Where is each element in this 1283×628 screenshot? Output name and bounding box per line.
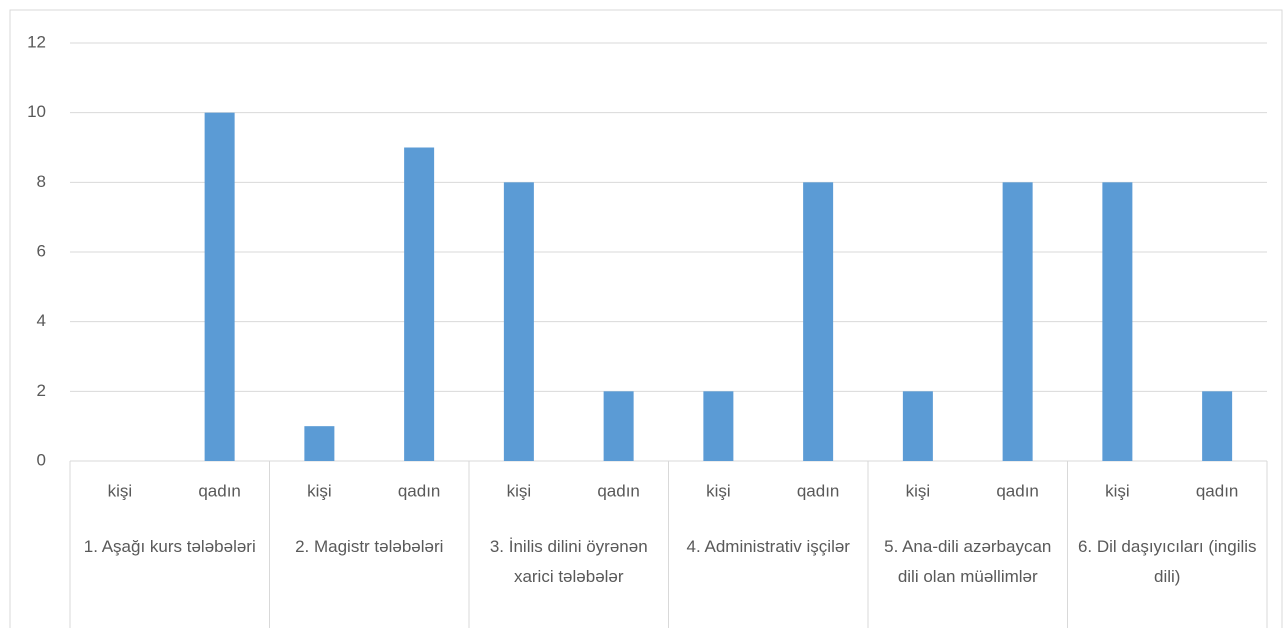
x-tick-label: kişi <box>507 481 532 500</box>
x-tick-label: kişi <box>1105 481 1130 500</box>
y-tick-label: 8 <box>37 172 46 191</box>
bar <box>1002 182 1033 462</box>
bar <box>603 391 634 461</box>
x-tick-label: kişi <box>706 481 731 500</box>
group-label: 5. Ana-dili azərbaycan dili olan müəllim… <box>884 537 1052 586</box>
bar <box>404 147 435 461</box>
group-label: 4. Administrativ işçilər <box>686 537 850 556</box>
group-label: 6. Dil daşıyıcıları (ingilis dili) <box>1077 537 1257 586</box>
bar <box>803 182 834 462</box>
group-label: 3. İnilis dilini öyrənən xarici tələbələ… <box>489 537 648 586</box>
x-tick-label: qadın <box>1196 481 1239 500</box>
x-tick-label: qadın <box>797 481 840 500</box>
x-tick-label: kişi <box>906 481 931 500</box>
y-tick-label: 12 <box>27 32 46 51</box>
y-tick-label: 0 <box>37 450 46 469</box>
y-tick-label: 10 <box>27 102 46 121</box>
y-tick-label: 2 <box>37 381 46 400</box>
y-tick-label: 6 <box>37 241 46 260</box>
x-tick-label: qadın <box>198 481 241 500</box>
x-tick-label: qadın <box>398 481 441 500</box>
chart-frame <box>9 9 1283 628</box>
group-label: 2. Magistr tələbələri <box>295 537 444 556</box>
x-tick-label: qadın <box>996 481 1039 500</box>
bar <box>503 182 534 462</box>
bar <box>304 426 335 461</box>
x-tick-label: kişi <box>307 481 332 500</box>
bar <box>902 391 933 461</box>
bar <box>204 112 235 462</box>
group-label: 1. Aşağı kurs tələbələri <box>83 537 256 556</box>
bar <box>1202 391 1233 461</box>
x-tick-label: qadın <box>597 481 640 500</box>
x-tick-label: kişi <box>108 481 133 500</box>
bar <box>1102 182 1133 462</box>
bar <box>703 391 734 461</box>
y-tick-label: 4 <box>37 311 46 330</box>
